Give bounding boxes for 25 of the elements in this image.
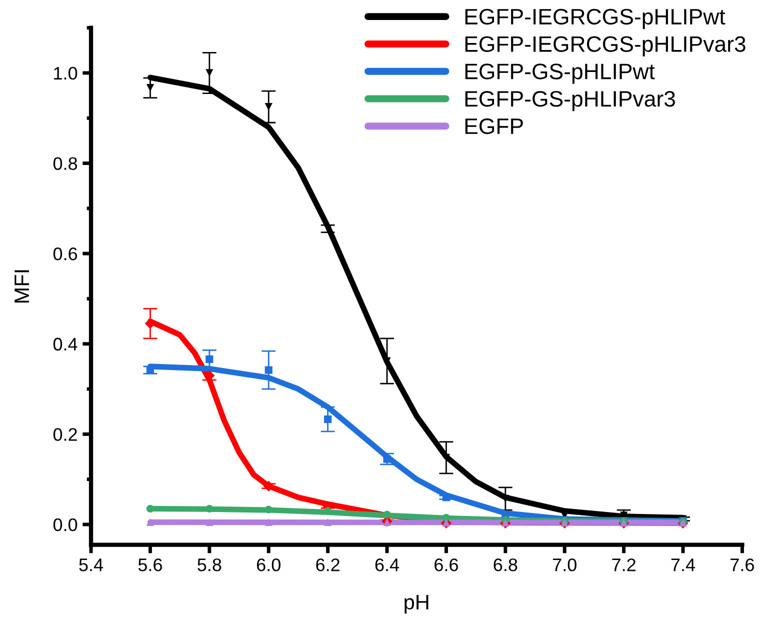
x-tick-label: 6.8: [494, 558, 518, 572]
x-tick-label: 5.4: [79, 558, 104, 572]
x-tick-label: 6.0: [256, 558, 280, 572]
x-tick-label: 6.4: [375, 558, 400, 572]
y-tick-label: 0.4: [53, 338, 78, 351]
y-tick-label: 0.2: [53, 428, 77, 441]
x-tick-label: 7.6: [730, 558, 754, 572]
y-tick-label: 0.8: [53, 157, 78, 170]
x-tick-label: 7.4: [671, 558, 696, 572]
y-tick-label: 0.0: [53, 518, 78, 532]
x-tick-label: 6.2: [316, 558, 340, 572]
legend-label: EGFP-GS-pHLIPwt: [465, 64, 655, 84]
legend-label: EGFP-IEGRCGS-pHLIPwt: [465, 8, 726, 29]
x-tick-label: 5.8: [198, 558, 222, 572]
x-axis-title: pH: [404, 595, 428, 614]
y-tick-label: 1.0: [54, 66, 78, 80]
x-tick-label: 6.6: [434, 558, 458, 572]
legend-label: EGFP: [465, 118, 523, 134]
x-tick-label: 7.2: [612, 558, 636, 572]
legend-label: EGFP-GS-pHLIPvar3: [465, 90, 675, 112]
y-tick-label: 0.6: [53, 247, 78, 260]
x-tick-label: 5.6: [138, 558, 162, 572]
legend-label: EGFP-IEGRCGS-pHLIPvar3: [465, 36, 746, 56]
y-axis-title: MFI: [14, 270, 29, 303]
x-tick-label: 7.0: [552, 558, 576, 572]
